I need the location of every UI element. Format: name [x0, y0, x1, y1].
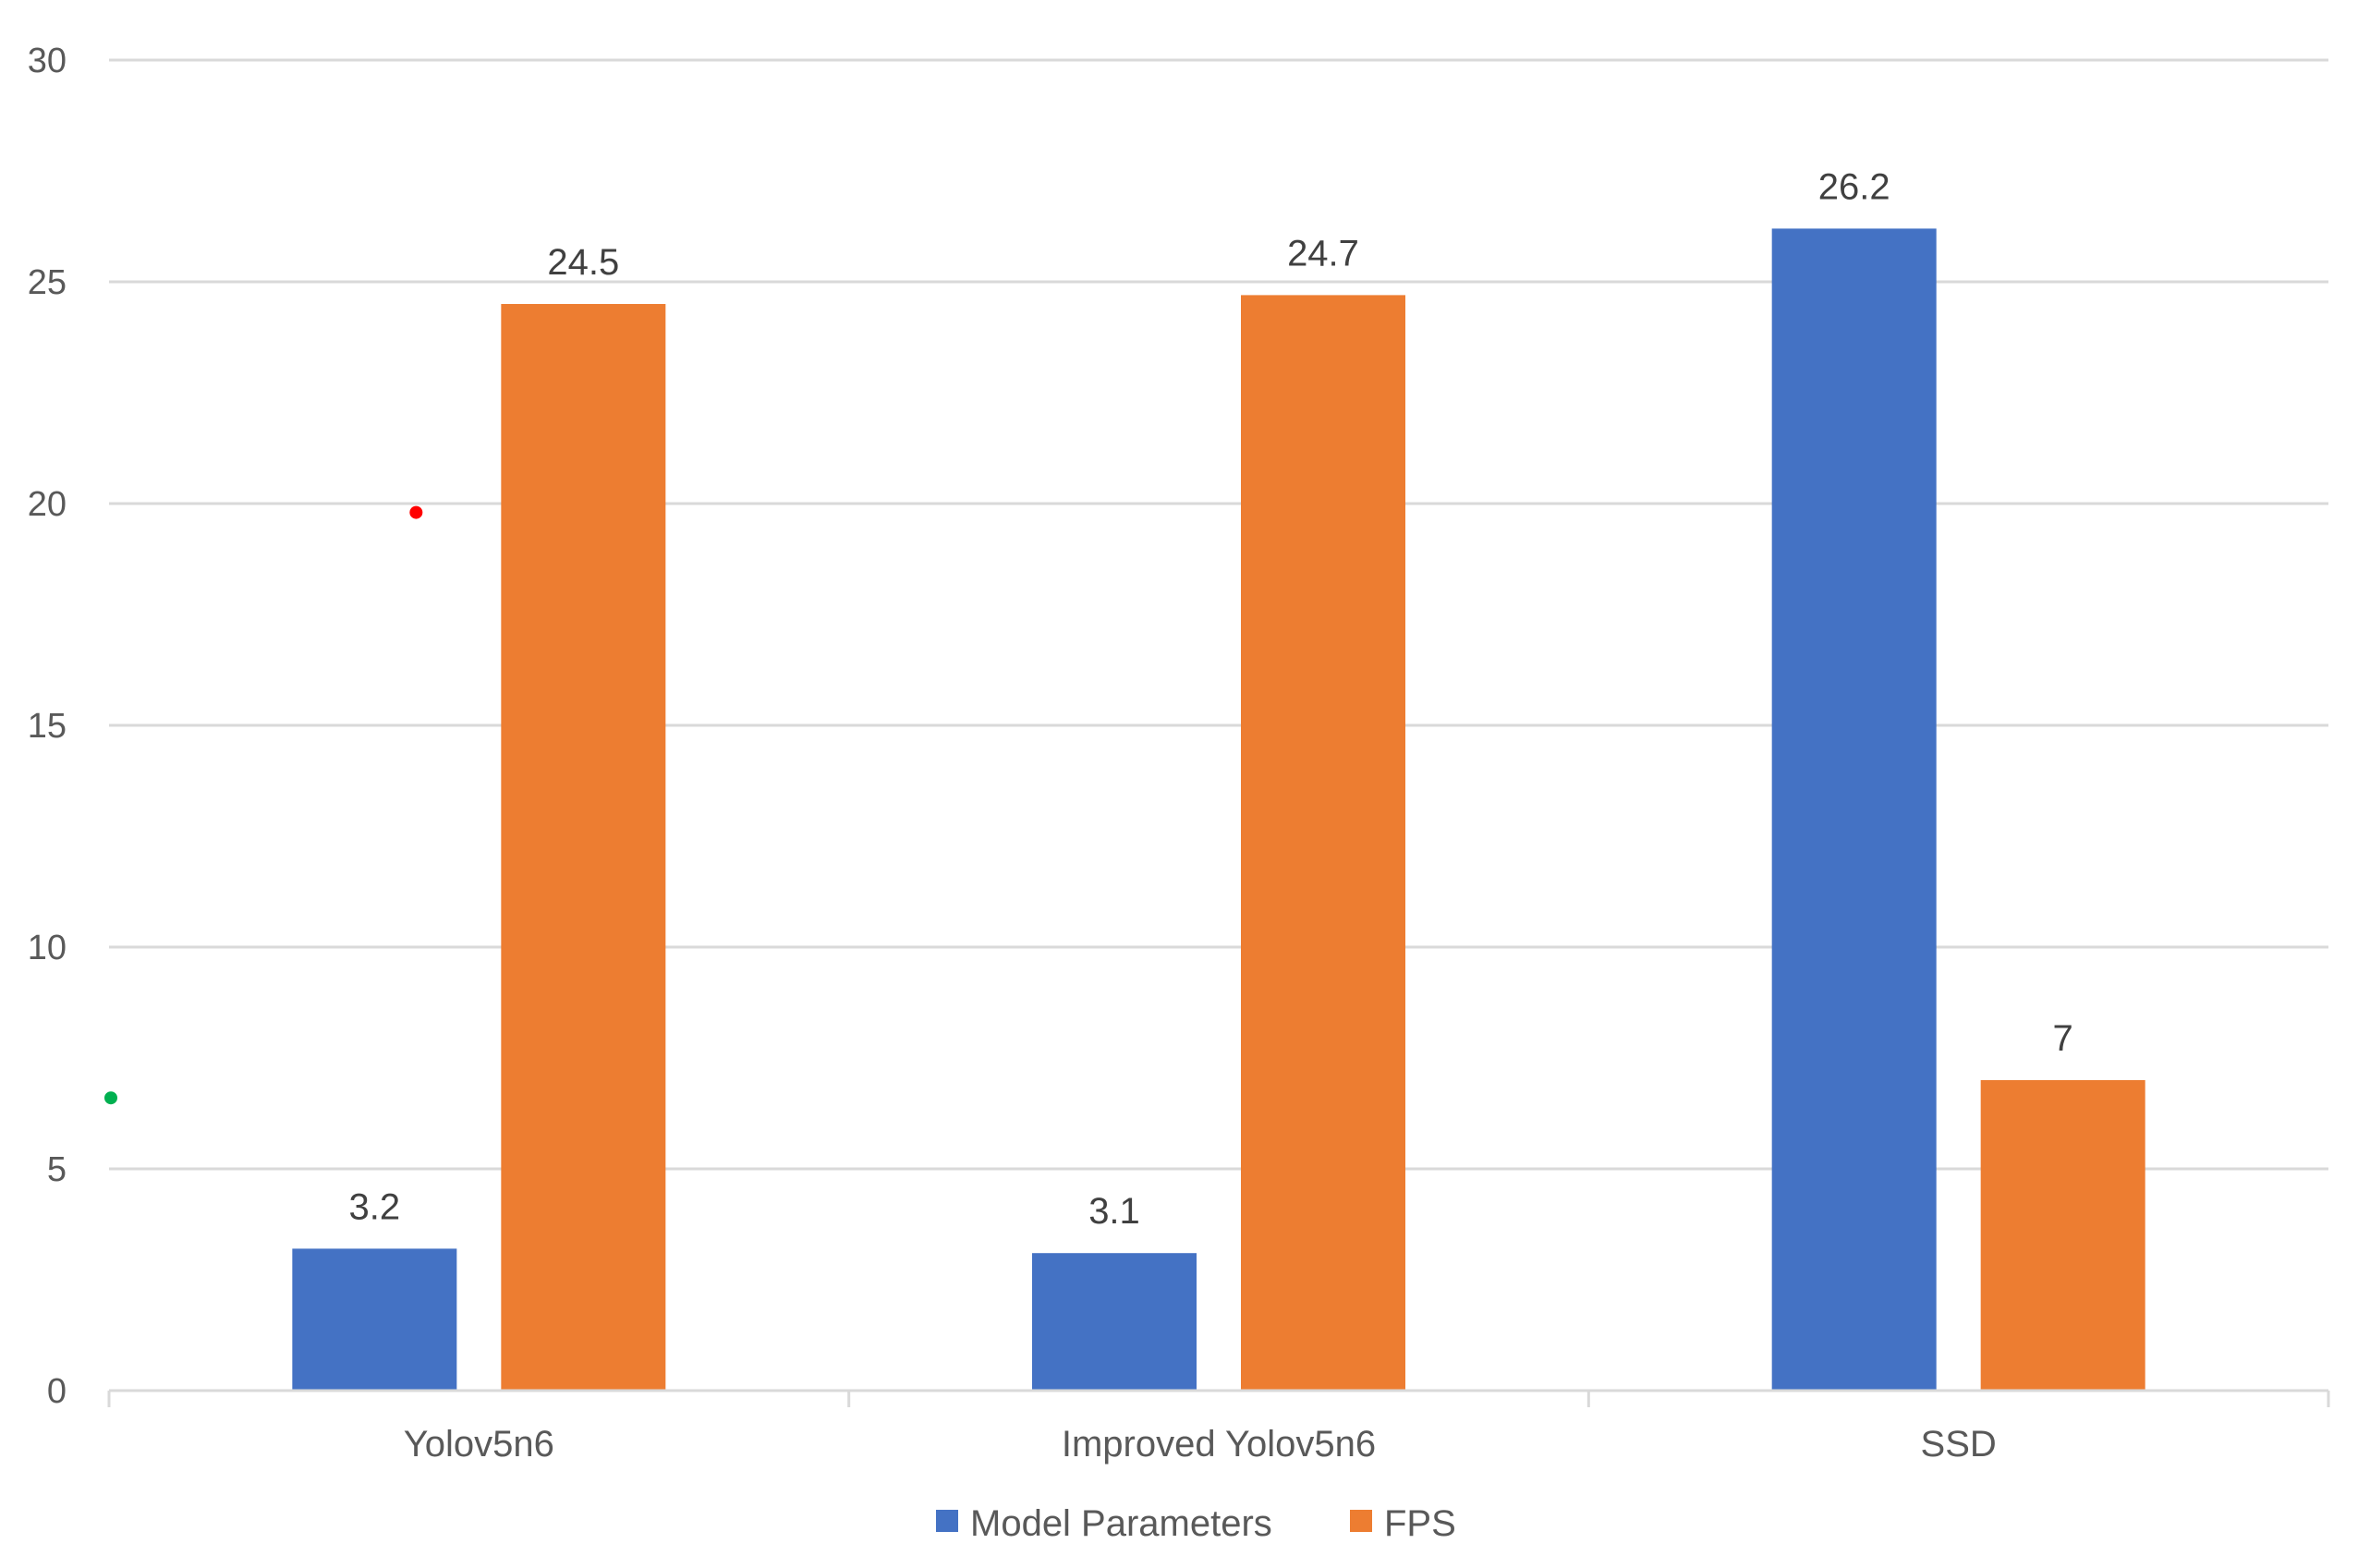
y-tick-label: 25 [28, 263, 67, 302]
x-category-label: Yolov5n6 [404, 1424, 554, 1465]
legend: Model Parameters FPS [936, 1503, 1456, 1544]
x-category-label: SSD [1921, 1424, 1997, 1465]
marker-dot [409, 505, 423, 519]
y-tick-label: 5 [47, 1150, 67, 1189]
x-axis-category-labels: Yolov5n6 Improved Yolov5n6 SSD [404, 1424, 1997, 1465]
x-category-label: Improved Yolov5n6 [1062, 1424, 1376, 1465]
data-label: 3.2 [349, 1186, 401, 1227]
marker-dot [104, 1091, 117, 1105]
stray-markers [104, 505, 423, 1105]
data-label: 7 [2053, 1018, 2073, 1059]
data-label: 24.5 [547, 242, 619, 283]
data-label: 24.7 [1287, 233, 1359, 273]
x-axis [107, 1389, 2330, 1407]
bar-model-parameters [1771, 228, 1937, 1391]
data-label: 3.1 [1088, 1191, 1140, 1232]
y-tick-label: 0 [47, 1372, 67, 1411]
data-label: 26.2 [1818, 166, 1890, 207]
bar-fps [1980, 1080, 2145, 1391]
y-axis-tick-labels: 0 5 10 15 20 25 30 [28, 42, 67, 1411]
y-tick-label: 20 [28, 485, 67, 524]
gridlines [109, 58, 2328, 1171]
bar-model-parameters [1032, 1253, 1197, 1391]
legend-swatch-model-parameters [936, 1510, 958, 1532]
bar-fps [501, 304, 666, 1391]
legend-label-fps: FPS [1384, 1503, 1456, 1544]
y-tick-label: 10 [28, 929, 67, 967]
data-labels: 3.2 3.1 26.2 24.5 24.7 7 [349, 166, 2073, 1232]
bars [292, 228, 2145, 1391]
y-tick-label: 30 [28, 42, 67, 80]
legend-swatch-fps [1350, 1510, 1372, 1532]
y-tick-label: 15 [28, 707, 67, 746]
bar-model-parameters [292, 1248, 457, 1391]
legend-label-model-parameters: Model Parameters [970, 1503, 1272, 1544]
bar-fps [1241, 295, 1405, 1391]
